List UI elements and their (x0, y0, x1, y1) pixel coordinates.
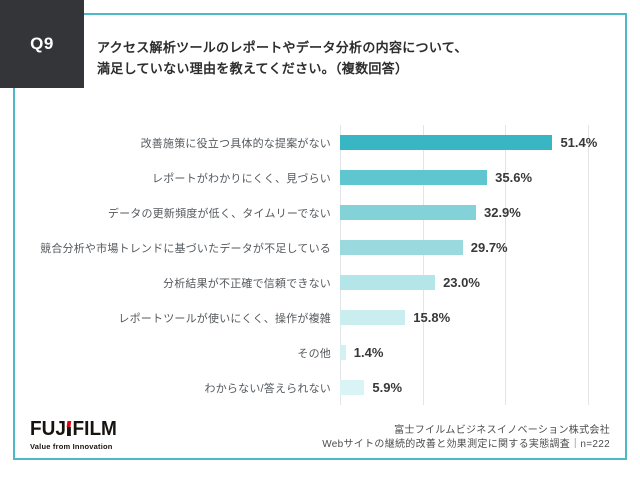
chart-row: 分析結果が不正確で信頼できない 23.0% (0, 265, 640, 300)
category-label: 改善施策に役立つ具体的な提案がない (140, 137, 331, 150)
chart-row: 競合分析や市場トレンドに基づいたデータが不足している 29.7% (0, 230, 640, 265)
bar (340, 205, 476, 220)
chart-row: データの更新頻度が低く、タイムリーでない 32.9% (0, 195, 640, 230)
value-label: 51.4% (560, 135, 598, 150)
fujifilm-wordmark: FUJ FILM (30, 419, 117, 439)
category-label: データの更新頻度が低く、タイムリーでない (107, 207, 331, 220)
fujifilm-i-mark-icon (66, 420, 72, 436)
bar (340, 240, 463, 255)
bar (340, 345, 346, 360)
category-label: レポートがわかりにくく、見づらい (152, 172, 331, 185)
bar (340, 170, 488, 185)
source-company: 富士フイルムビジネスイノベーション株式会社 (394, 425, 610, 436)
value-label: 35.6% (495, 170, 533, 185)
logo-text-film: FILM (72, 418, 117, 440)
gridline (340, 125, 341, 405)
bar (340, 275, 436, 290)
chart-row: レポートツールが使いにくく、操作が複雑 15.8% (0, 300, 640, 335)
gridline (588, 125, 589, 405)
category-label: わからない/答えられない (204, 382, 331, 395)
question-number: Q9 (30, 34, 54, 53)
chart-row: その他 1.4% (0, 335, 640, 370)
gridline (422, 125, 424, 405)
question-line-2: 満足していない理由を教えてください。（複数回答） (97, 61, 409, 76)
value-label: 32.9% (483, 205, 521, 220)
value-label: 1.4% (353, 345, 384, 360)
chart-row: レポートがわかりにくく、見づらい 35.6% (0, 160, 640, 195)
fujifilm-logo: FUJ FILM Value from Innovation (30, 419, 121, 451)
bar-chart: 改善施策に役立つ具体的な提案がない 51.4% レポートがわかりにくく、見づらい 35… (0, 125, 640, 405)
category-label: 競合分析や市場トレンドに基づいたデータが不足している (40, 242, 331, 255)
value-label: 15.8% (413, 310, 451, 325)
bar (340, 310, 406, 325)
logo-text-fuj: FUJ (30, 418, 66, 440)
source-survey: Webサイトの継続的改善と効果測定に関する実態調査｜n=222 (322, 439, 610, 450)
category-label: 分析結果が不正確で信頼できない (163, 277, 331, 290)
value-label: 23.0% (443, 275, 480, 290)
logo-tagline: Value from Innovation (30, 442, 113, 451)
category-label: レポートツールが使いにくく、操作が複雑 (118, 312, 331, 325)
gridline (505, 125, 507, 405)
chart-rows: 改善施策に役立つ具体的な提案がない 51.4% レポートがわかりにくく、見づらい 35… (0, 125, 640, 405)
question-text: アクセス解析ツールのレポートやデータ分析の内容について、 満足していない理由を教… (97, 37, 468, 79)
bar (340, 380, 365, 395)
chart-row: 改善施策に役立つ具体的な提案がない 51.4% (0, 125, 640, 160)
question-number-box: Q9 (0, 0, 84, 88)
question-line-1: アクセス解析ツールのレポートやデータ分析の内容について、 (97, 40, 468, 55)
chart-row: わからない/答えられない 5.9% (0, 370, 640, 405)
value-label: 29.7% (470, 240, 508, 255)
source-attribution: 富士フイルムビジネスイノベーション株式会社 Webサイトの継続的改善と効果測定に… (322, 424, 610, 452)
bar (340, 135, 553, 150)
value-label: 5.9% (372, 380, 403, 395)
category-label: その他 (297, 347, 331, 360)
